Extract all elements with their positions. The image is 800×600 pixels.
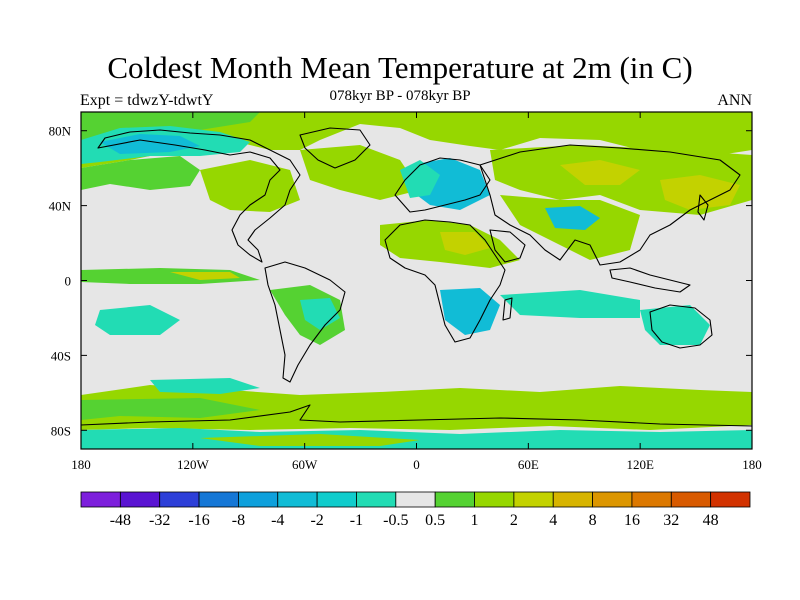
field-sahara-warm [440, 232, 490, 255]
field-north-america [200, 160, 300, 212]
period-label: 078kyr BP - 078kyr BP [329, 88, 471, 104]
field-atlantic-north [300, 145, 420, 200]
colorbar-label: -16 [188, 512, 209, 529]
coast-south-america [264, 261, 346, 383]
temperature-field [81, 112, 752, 449]
field-canada-blue [100, 134, 200, 154]
field-indian-ocean-cyan [500, 290, 640, 318]
field-arctic-green [81, 112, 752, 168]
x-tick-label: 0 [413, 457, 420, 472]
colorbar-label: 1 [471, 512, 479, 529]
y-tick-label: 40S [51, 348, 71, 363]
colorbar-label: 2 [510, 512, 518, 529]
coast-asia [479, 144, 741, 266]
colorbar-label: -4 [271, 512, 284, 529]
field-east-asia-warm [660, 175, 740, 210]
field-south-pacific-cyan [95, 305, 180, 335]
field-tibet-cyan [545, 206, 600, 230]
colorbar-label: 32 [663, 512, 679, 529]
colorbar-swatch [238, 491, 279, 508]
colorbar-swatch [631, 491, 672, 508]
colorbar: -48 -32 -16 -8 -4 -2 -1 -0.5 0.5 1 2 4 8 16 32 48 [80, 491, 751, 529]
colorbar-label: -32 [149, 512, 170, 529]
coast-arabia [489, 229, 526, 263]
field-siberia-warm [560, 160, 640, 185]
coast-madagascar [502, 297, 513, 321]
colorbar-swatch [552, 491, 593, 508]
field-southern-ocean-green [81, 398, 260, 420]
field-africa-south-cyan [440, 288, 500, 335]
coast-japan [697, 194, 709, 221]
y-tick-label: 0 [65, 274, 72, 289]
colorbar-swatch [80, 491, 121, 508]
y-tick-label: 80S [51, 423, 71, 438]
map-title: Coldest Month Mean Temperature at 2m (in… [107, 50, 693, 85]
coast-africa [384, 219, 506, 343]
field-southern-ocean [81, 385, 752, 430]
season-label: ANN [717, 92, 752, 109]
y-tick-label: 40N [49, 199, 72, 214]
colorbar-label: -8 [232, 512, 245, 529]
colorbar-swatch [395, 491, 436, 508]
colorbar-swatch [513, 491, 554, 508]
colorbar-label: 0.5 [425, 512, 445, 529]
colorbar-label: -2 [310, 512, 323, 529]
colorbar-label: 4 [549, 512, 557, 529]
colorbar-swatch [277, 491, 318, 508]
coast-antarctica [81, 404, 752, 427]
colorbar-label: -1 [350, 512, 363, 529]
x-tick-label: 180 [71, 457, 91, 472]
experiment-label: Expt = tdwzY-tdwtY [80, 92, 214, 109]
colorbar-label: 16 [624, 512, 640, 529]
colorbar-label: -48 [110, 512, 131, 529]
coastlines [81, 127, 752, 427]
colorbar-swatch [434, 491, 475, 508]
x-tick-label: 60W [292, 457, 318, 472]
x-tick-label: 60E [518, 457, 539, 472]
colorbar-swatch [592, 491, 633, 508]
coast-greenland [299, 127, 371, 169]
colorbar-swatch [316, 491, 357, 508]
field-south-america-cyan [300, 298, 340, 330]
map-axes: 180 120W 60W 0 60E 120E 180 80N 40N 0 40S 80S [49, 112, 762, 472]
colorbar-swatch [670, 491, 712, 508]
colorbar-label: 48 [703, 512, 719, 529]
coast-north-america [97, 129, 301, 263]
colorbar-swatch [474, 491, 515, 508]
field-antarctic-green [200, 434, 420, 446]
colorbar-swatch [198, 491, 239, 508]
field-southern-ocean-cyan [150, 378, 260, 394]
field-australia-cyan [640, 305, 710, 345]
coast-europe [394, 157, 491, 213]
coast-australia [649, 304, 713, 349]
y-tick-label: 80N [49, 124, 72, 139]
colorbar-swatch [159, 491, 200, 508]
colorbar-label: -0.5 [383, 512, 408, 529]
x-tick-label: 120W [177, 457, 210, 472]
field-europe-cyan [400, 160, 440, 198]
colorbar-swatch [710, 491, 751, 508]
field-pacific-north [81, 156, 200, 190]
coast-indonesia [609, 267, 691, 293]
colorbar-label: 8 [589, 512, 597, 529]
colorbar-swatch [356, 491, 397, 508]
colorbar-swatch [119, 491, 161, 508]
x-tick-label: 180 [742, 457, 762, 472]
field-tropical-warm [170, 272, 240, 280]
x-tick-label: 120E [626, 457, 654, 472]
